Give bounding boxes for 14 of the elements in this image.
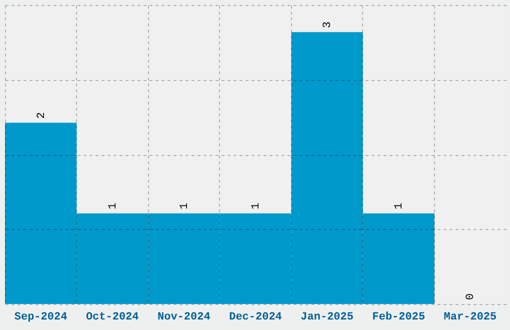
x-tick-label: Sep-2024 <box>14 312 68 324</box>
x-tick-label: Nov-2024 <box>158 312 211 324</box>
data-label: 1 <box>178 202 191 210</box>
data-label: 1 <box>394 202 406 210</box>
data-label: 1 <box>107 202 120 210</box>
x-tick-label: Mar-2025 <box>444 312 498 324</box>
x-tick-label: Jan-2025 <box>300 312 354 324</box>
data-label: 1 <box>250 202 262 210</box>
x-tick-label: Feb-2025 <box>372 312 426 324</box>
data-label: 2 <box>36 112 48 119</box>
x-tick-label: Oct-2024 <box>86 312 140 324</box>
data-label: 3 <box>322 22 334 28</box>
x-tick-label: Dec-2024 <box>229 312 282 324</box>
data-label: 0 <box>465 293 478 300</box>
